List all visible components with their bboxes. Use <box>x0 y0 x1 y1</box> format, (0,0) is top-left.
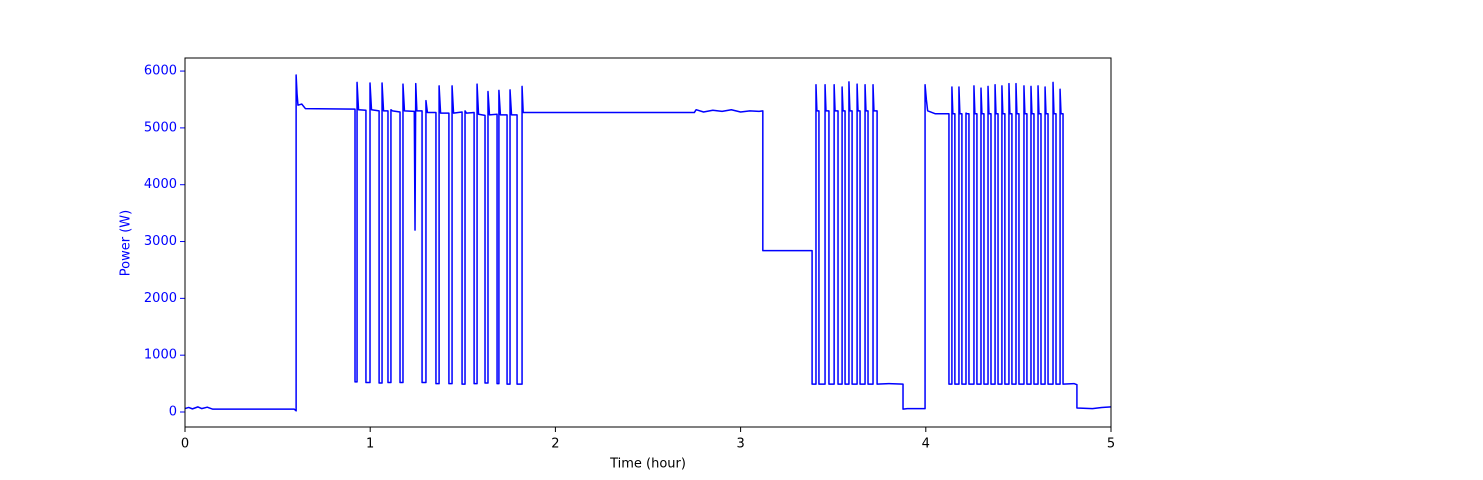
y-tick-label: 3000 <box>144 234 177 249</box>
x-tick-label: 4 <box>922 437 930 452</box>
x-tick-label: 0 <box>181 437 189 452</box>
y-tick-label: 6000 <box>144 64 177 79</box>
x-tick-label: 5 <box>1107 437 1115 452</box>
x-axis-label: Time (hour) <box>609 457 686 472</box>
plot-frame <box>184 57 1112 428</box>
y-tick-label: 2000 <box>144 291 177 306</box>
x-tick-label: 1 <box>366 437 374 452</box>
y-axis-label: Power (W) <box>119 210 134 276</box>
x-tick-label: 3 <box>736 437 744 452</box>
y-tick-label: 0 <box>169 404 177 419</box>
x-tick-label: 2 <box>551 437 559 452</box>
y-tick-label: 4000 <box>144 177 177 192</box>
y-tick-label: 1000 <box>144 348 177 363</box>
y-tick-label: 5000 <box>144 120 177 135</box>
power-line <box>184 74 1112 412</box>
